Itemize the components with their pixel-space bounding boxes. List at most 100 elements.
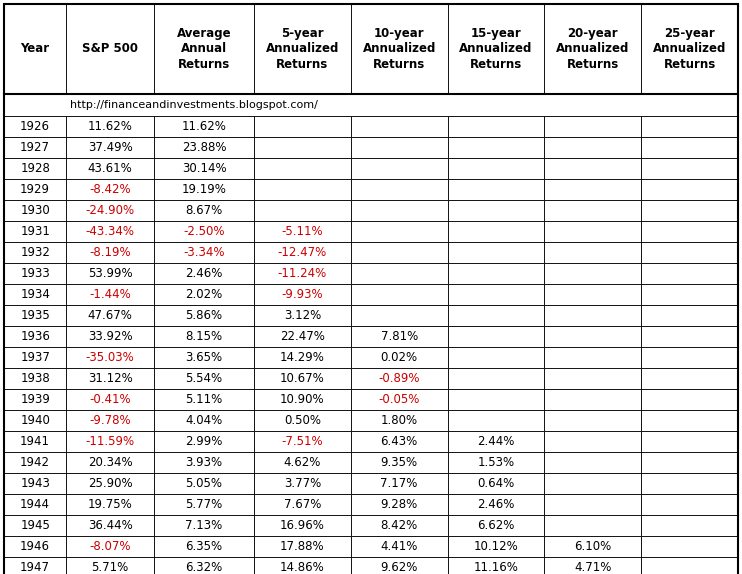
- Bar: [351, 200, 447, 221]
- Bar: [447, 473, 545, 494]
- Text: 3.93%: 3.93%: [186, 456, 223, 469]
- Text: -24.90%: -24.90%: [85, 204, 135, 217]
- Text: 5-year
Annualized
Returns: 5-year Annualized Returns: [266, 27, 339, 71]
- Bar: [66, 368, 154, 389]
- Bar: [154, 347, 254, 368]
- Bar: [4, 431, 66, 452]
- Bar: [641, 452, 738, 473]
- Bar: [4, 494, 66, 515]
- Bar: [66, 515, 154, 536]
- Bar: [4, 221, 66, 242]
- Text: 7.13%: 7.13%: [186, 519, 223, 532]
- Bar: [545, 242, 641, 263]
- Bar: [447, 536, 545, 557]
- Bar: [447, 242, 545, 263]
- Text: 1938: 1938: [20, 372, 50, 385]
- Bar: [154, 536, 254, 557]
- Bar: [154, 263, 254, 284]
- Bar: [447, 431, 545, 452]
- Bar: [351, 221, 447, 242]
- Text: 1930: 1930: [20, 204, 50, 217]
- Bar: [545, 305, 641, 326]
- Bar: [641, 368, 738, 389]
- Text: 1928: 1928: [20, 162, 50, 175]
- Text: 8.67%: 8.67%: [186, 204, 223, 217]
- Text: 3.77%: 3.77%: [283, 477, 321, 490]
- Text: 2.46%: 2.46%: [186, 267, 223, 280]
- Text: 10.67%: 10.67%: [280, 372, 325, 385]
- Bar: [641, 515, 738, 536]
- Bar: [545, 263, 641, 284]
- Text: 20.34%: 20.34%: [88, 456, 133, 469]
- Bar: [447, 515, 545, 536]
- Bar: [66, 452, 154, 473]
- Bar: [351, 410, 447, 431]
- Text: 1942: 1942: [20, 456, 50, 469]
- Text: -12.47%: -12.47%: [278, 246, 327, 259]
- Text: -43.34%: -43.34%: [85, 225, 135, 238]
- Bar: [154, 452, 254, 473]
- Bar: [4, 389, 66, 410]
- Bar: [4, 347, 66, 368]
- Text: 1947: 1947: [20, 561, 50, 574]
- Bar: [254, 536, 351, 557]
- Text: -1.44%: -1.44%: [89, 288, 131, 301]
- Text: 10.90%: 10.90%: [280, 393, 325, 406]
- Bar: [447, 494, 545, 515]
- Text: -0.41%: -0.41%: [89, 393, 131, 406]
- Bar: [447, 200, 545, 221]
- Bar: [254, 557, 351, 574]
- Text: 25-year
Annualized
Returns: 25-year Annualized Returns: [653, 27, 726, 71]
- Bar: [154, 116, 254, 137]
- Bar: [447, 305, 545, 326]
- Bar: [4, 4, 66, 94]
- Text: 1932: 1932: [20, 246, 50, 259]
- Bar: [447, 557, 545, 574]
- Bar: [4, 263, 66, 284]
- Bar: [641, 347, 738, 368]
- Text: 19.75%: 19.75%: [88, 498, 133, 511]
- Bar: [154, 326, 254, 347]
- Bar: [154, 200, 254, 221]
- Text: -11.24%: -11.24%: [278, 267, 327, 280]
- Bar: [545, 431, 641, 452]
- Text: -7.51%: -7.51%: [281, 435, 324, 448]
- Text: 8.15%: 8.15%: [186, 330, 223, 343]
- Text: Year: Year: [21, 42, 50, 56]
- Text: 19.19%: 19.19%: [182, 183, 226, 196]
- Text: 9.35%: 9.35%: [381, 456, 418, 469]
- Text: 2.44%: 2.44%: [477, 435, 515, 448]
- Text: -8.42%: -8.42%: [89, 183, 131, 196]
- Text: 31.12%: 31.12%: [88, 372, 133, 385]
- Bar: [4, 179, 66, 200]
- Bar: [66, 473, 154, 494]
- Bar: [641, 494, 738, 515]
- Bar: [545, 494, 641, 515]
- Text: 14.86%: 14.86%: [280, 561, 325, 574]
- Bar: [351, 473, 447, 494]
- Bar: [66, 536, 154, 557]
- Text: 6.35%: 6.35%: [186, 540, 223, 553]
- Bar: [351, 179, 447, 200]
- Text: 43.61%: 43.61%: [88, 162, 133, 175]
- Text: 33.92%: 33.92%: [88, 330, 133, 343]
- Bar: [545, 368, 641, 389]
- Bar: [351, 431, 447, 452]
- Bar: [4, 557, 66, 574]
- Text: -3.34%: -3.34%: [183, 246, 225, 259]
- Text: 3.12%: 3.12%: [283, 309, 321, 322]
- Bar: [351, 263, 447, 284]
- Bar: [66, 410, 154, 431]
- Bar: [351, 347, 447, 368]
- Bar: [545, 116, 641, 137]
- Bar: [66, 116, 154, 137]
- Text: 11.16%: 11.16%: [473, 561, 519, 574]
- Text: 1927: 1927: [20, 141, 50, 154]
- Text: 1929: 1929: [20, 183, 50, 196]
- Bar: [254, 326, 351, 347]
- Bar: [447, 389, 545, 410]
- Text: 3.65%: 3.65%: [186, 351, 223, 364]
- Text: 1944: 1944: [20, 498, 50, 511]
- Bar: [545, 452, 641, 473]
- Bar: [641, 242, 738, 263]
